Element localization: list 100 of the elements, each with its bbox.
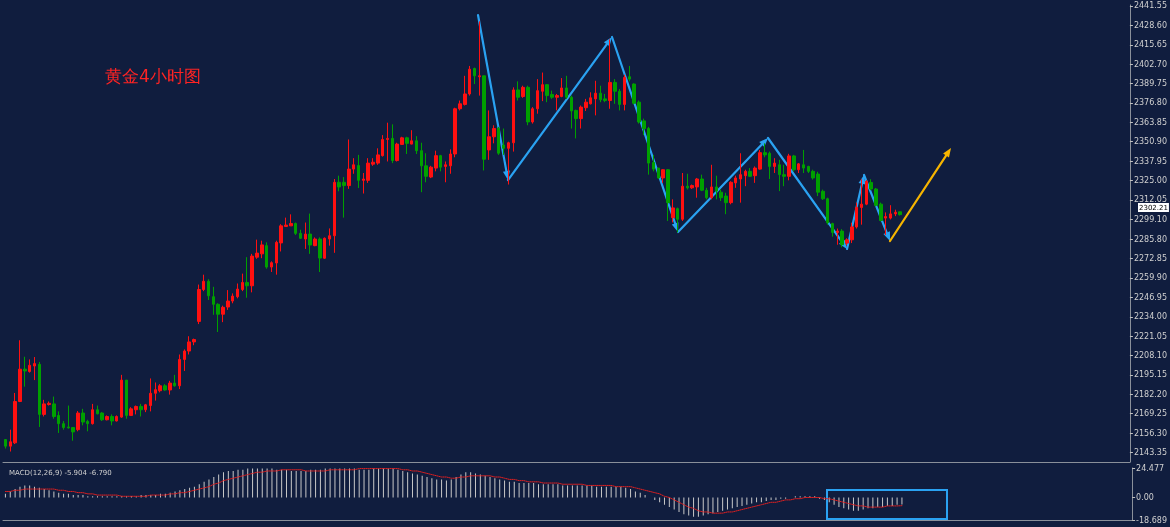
- candlestick: [671, 198, 675, 223]
- text: 黄金4小时图: [105, 65, 201, 86]
- candlestick: [507, 141, 510, 186]
- y-tick-label: 2350.90: [1133, 137, 1168, 147]
- candlestick: [482, 75, 486, 171]
- candlestick: [536, 78, 539, 115]
- y-tick-label: 2156.30: [1133, 428, 1168, 438]
- candlestick: [308, 213, 312, 255]
- candlestick: [739, 152, 742, 204]
- candlestick: [110, 413, 114, 426]
- candlestick: [792, 154, 796, 172]
- candlestick: [386, 122, 389, 162]
- candlestick: [125, 379, 128, 420]
- candlestick: [270, 260, 273, 273]
- y-tick-label: 2299.10: [1133, 214, 1168, 224]
- y-tick-label: 2272.85: [1133, 254, 1168, 264]
- candlestick: [357, 154, 360, 189]
- candlestick: [802, 149, 805, 174]
- candlestick: [681, 172, 684, 222]
- candlestick: [105, 414, 109, 421]
- candlestick: [782, 164, 786, 187]
- candlestick: [391, 123, 394, 164]
- candlestick: [38, 361, 41, 428]
- candlestick: [516, 80, 520, 102]
- y-tick-label: 2428.60: [1133, 20, 1168, 30]
- candlestick: [787, 153, 791, 181]
- y-tick-label: 2234.00: [1133, 312, 1168, 322]
- candlestick: [478, 20, 481, 97]
- y-tick-label: 2312.05: [1133, 195, 1168, 205]
- candlestick: [207, 278, 210, 301]
- candlestick: [744, 169, 747, 187]
- candlestick: [729, 180, 733, 205]
- candlestick: [62, 420, 65, 431]
- candlestick: [299, 229, 302, 240]
- candlestick: [623, 74, 626, 111]
- candlestick: [236, 283, 239, 299]
- y-tick-label: 2195.15: [1133, 370, 1168, 380]
- candlestick: [415, 135, 418, 155]
- y-tick-label: 24.477: [1136, 463, 1165, 473]
- y-tick-label: 2182.20: [1133, 389, 1168, 399]
- candlestick: [565, 75, 568, 100]
- candlestick: [245, 256, 249, 299]
- candlestick: [149, 377, 152, 412]
- candlestick: [594, 80, 597, 116]
- candlestick: [894, 209, 897, 217]
- candlestick: [666, 168, 670, 222]
- candlestick: [241, 273, 244, 292]
- candlestick: [28, 358, 31, 374]
- candlestick: [521, 85, 525, 99]
- candlestick: [313, 236, 317, 247]
- y-tick-label: 2363.85: [1133, 117, 1168, 127]
- candlestick: [120, 374, 123, 419]
- y-tick-label: 2389.75: [1133, 79, 1168, 89]
- candlestick: [439, 154, 442, 172]
- candlestick: [265, 241, 268, 270]
- candlestick: [836, 228, 839, 246]
- y-tick-label: 2376.80: [1133, 98, 1168, 108]
- candlestick: [502, 128, 505, 156]
- y-tick-label: 2337.95: [1133, 156, 1168, 166]
- candlestick: [512, 86, 515, 153]
- y-tick-label: 2208.10: [1133, 351, 1168, 361]
- y-tick-label: 2143.35: [1133, 447, 1168, 457]
- candlestick: [168, 380, 172, 396]
- candlestick: [328, 227, 331, 247]
- candlestick: [773, 157, 776, 174]
- candlestick: [173, 374, 176, 388]
- y-tick-label: 2441.55: [1133, 1, 1168, 11]
- candlestick: [23, 356, 27, 388]
- y-tick-label: -18.689: [1136, 515, 1168, 525]
- y-tick-label: 2221.05: [1133, 331, 1168, 341]
- candlestick: [661, 168, 665, 184]
- candlestick: [748, 167, 752, 178]
- candlestick: [541, 72, 544, 102]
- candlestick: [831, 222, 834, 238]
- candlestick: [889, 204, 892, 220]
- candlestick: [444, 160, 447, 183]
- y-tick-label: 2259.90: [1133, 273, 1168, 283]
- y-tick-label: 0.00: [1136, 492, 1154, 502]
- candlestick: [333, 178, 336, 254]
- line-series: [4, 468, 903, 514]
- candlestick: [628, 65, 631, 82]
- y-tick-label: 2415.65: [1133, 40, 1168, 50]
- candlestick: [531, 106, 534, 125]
- candlestick: [608, 38, 612, 110]
- candlestick: [318, 236, 322, 273]
- candlestick: [497, 126, 500, 156]
- y-tick-label: 2325.00: [1133, 175, 1168, 185]
- candlestick: [323, 236, 326, 260]
- candlestick: [526, 85, 530, 126]
- candlestick: [657, 167, 660, 180]
- candlestick: [304, 222, 307, 250]
- candlestick: [115, 414, 118, 422]
- y-tick-label: 2169.25: [1133, 409, 1168, 419]
- candlestick: [710, 164, 713, 200]
- y-tick-label: 2285.80: [1133, 234, 1168, 244]
- y-tick-label: 2402.70: [1133, 59, 1168, 69]
- candlestick: [410, 129, 413, 145]
- y-tick-label: 2246.95: [1133, 292, 1168, 302]
- candlestick: [405, 136, 409, 155]
- candlestick: [473, 67, 476, 85]
